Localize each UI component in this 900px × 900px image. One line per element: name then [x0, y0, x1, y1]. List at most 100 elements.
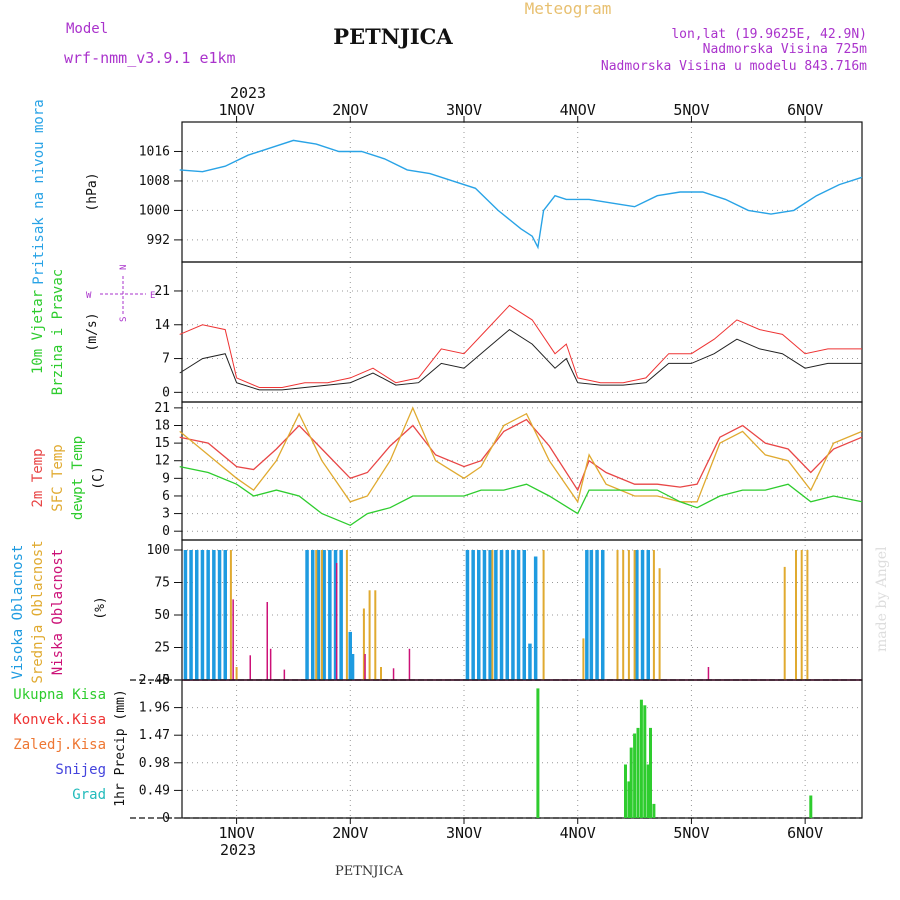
- low-cloud-bar: [232, 599, 234, 680]
- high-cloud-bar: [482, 550, 487, 680]
- precip-bar: [536, 688, 540, 818]
- bottom-day-label: 2NOV: [332, 824, 368, 842]
- high-cloud-bar: [505, 550, 509, 680]
- high-cloud-bar: [585, 550, 589, 680]
- wind-speed-line: [179, 328, 862, 391]
- high-cloud-bar: [305, 550, 309, 680]
- high-cloud-bar: [333, 550, 338, 680]
- y-tick-label: 6: [162, 489, 170, 504]
- mid-cloud-bar: [235, 667, 238, 680]
- top-year-label: 2023: [230, 84, 266, 102]
- mid-cloud-bar: [315, 550, 318, 680]
- mid-cloud-bar: [582, 638, 585, 680]
- low-cloud-bar: [249, 655, 251, 680]
- mid-cloud-bar: [368, 590, 371, 680]
- y-tick-label: 75: [154, 576, 170, 591]
- high-cloud-bar: [206, 550, 210, 680]
- cloud-unit: (%): [93, 596, 108, 619]
- high-cloud-bar: [488, 550, 492, 680]
- top-day-label: 3NOV: [446, 101, 482, 119]
- top-day-label: 2NOV: [332, 101, 368, 119]
- y-tick-label: 2.45: [139, 673, 170, 688]
- mid-cloud-bar: [491, 550, 494, 680]
- pressure-line: [179, 139, 863, 250]
- y-tick-label: 21: [154, 401, 170, 416]
- precip-bar: [627, 781, 631, 818]
- precip-bar: [652, 803, 656, 818]
- low-cloud-bar: [266, 602, 268, 680]
- mid-cloud-bar: [320, 550, 323, 680]
- high-cloud-bar: [328, 550, 332, 680]
- mid-cloud-bar: [800, 550, 803, 680]
- mid-cloud-bar: [542, 550, 545, 680]
- y-tick-label: 0.98: [139, 756, 170, 771]
- bottom-day-label: 5NOV: [673, 824, 709, 842]
- precip-panel: 00.490.981.471.962.45: [130, 673, 863, 826]
- mid-cloud-bar: [345, 550, 348, 680]
- low-cloud-bar: [408, 648, 411, 680]
- panel-frame: [181, 679, 863, 819]
- high-cloud-bar: [640, 550, 645, 680]
- top-day-label: 6NOV: [787, 101, 823, 119]
- high-cloud-bar: [595, 550, 599, 680]
- top-date-axis: 1NOV 2NOV 3NOV 4NOV 5NOV 6NOV: [219, 101, 823, 122]
- precip-unit: 1hr Precip (mm): [113, 689, 128, 806]
- mid-cloud-bar: [652, 550, 655, 680]
- bottom-date-axis: 1NOV 2NOV 3NOV 4NOV 5NOV 6NOV: [219, 818, 823, 842]
- high-cloud-bar: [223, 550, 227, 680]
- low-cloud-bar: [283, 669, 286, 680]
- pressure-title: Pritisak na nivou mora: [31, 99, 47, 284]
- mid-cloud-bar: [806, 550, 809, 680]
- temp2m-line: [179, 418, 863, 492]
- y-tick-label: 1.47: [139, 728, 170, 743]
- mid-cloud-bar: [795, 550, 797, 680]
- mid-cloud-bar: [362, 608, 365, 680]
- y-tick-label: 12: [154, 454, 170, 469]
- high-cloud-bar: [189, 550, 193, 680]
- bottom-day-label: 1NOV: [219, 824, 255, 842]
- high-cloud-bar: [217, 550, 222, 680]
- pressure-unit: (hPa): [85, 172, 100, 211]
- top-day-label: 4NOV: [560, 101, 596, 119]
- model-elevation-label: Nadmorska Visina u modelu 843.716m: [601, 59, 867, 74]
- y-tick-label: 1016: [139, 144, 170, 159]
- top-day-label: 1NOV: [219, 101, 255, 119]
- high-cloud-bar: [601, 550, 605, 680]
- high-cloud-bar: [589, 550, 594, 680]
- legend-konvek-kisa: Konvek.Kisa: [13, 712, 106, 728]
- bottom-day-label: 6NOV: [787, 824, 823, 842]
- precip-bar: [649, 727, 652, 818]
- high-cloud-bar: [316, 550, 321, 680]
- station-title: PETNJICA: [333, 24, 453, 49]
- legend-grad: Grad: [72, 787, 106, 803]
- high-cloud-bar: [465, 550, 470, 680]
- y-tick-label: 18: [154, 418, 170, 433]
- footer-station: PETNJICA: [335, 864, 404, 879]
- high-cloud-bar: [477, 550, 481, 680]
- high-cloud-bar: [646, 550, 650, 680]
- high-cloud-bar: [311, 550, 315, 680]
- high-cloud-title: Visoka Oblacnost: [10, 545, 26, 680]
- high-cloud-bar: [322, 550, 326, 680]
- low-cloud-bar: [364, 654, 366, 680]
- y-tick-label: 25: [154, 641, 170, 656]
- high-cloud-bar: [511, 550, 515, 680]
- high-cloud-bar: [471, 550, 475, 680]
- high-cloud-bar: [350, 654, 355, 680]
- legend-ukupna-kisa: Ukupna Kisa: [13, 687, 106, 703]
- gust-line: [179, 304, 862, 388]
- y-tick-label: 0: [162, 385, 170, 400]
- wind-panel: 0 7 14 21: [154, 261, 863, 403]
- low-cloud-bar: [707, 667, 710, 680]
- high-cloud-bar: [522, 550, 526, 680]
- y-tick-label: 15: [154, 436, 170, 451]
- wind-title: 10m Vjetar: [30, 290, 46, 374]
- bottom-day-label: 4NOV: [560, 824, 596, 842]
- bottom-day-label: 3NOV: [446, 824, 482, 842]
- y-tick-label: 0.49: [139, 783, 170, 798]
- sfc-temp-title: SFC Temp: [50, 444, 66, 511]
- mid-cloud-bar: [627, 550, 630, 680]
- precip-bar: [639, 699, 643, 818]
- temperature-panel: 0 3 6 9 12 15 18 21: [154, 401, 863, 541]
